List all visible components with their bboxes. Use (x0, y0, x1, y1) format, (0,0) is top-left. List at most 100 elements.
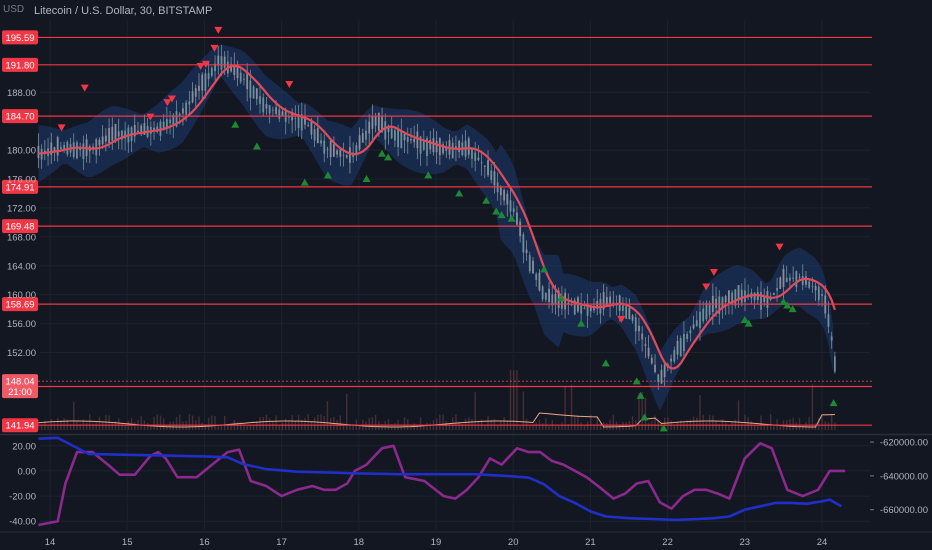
right-tick-label: -620000.00 (880, 438, 928, 449)
volume-bar (519, 425, 521, 430)
sell-marker (210, 44, 219, 52)
buy-marker (300, 178, 309, 186)
volume-bar (40, 424, 43, 430)
candle-body (249, 80, 252, 98)
volume-bar (484, 424, 486, 430)
candle-body (548, 288, 550, 302)
candle-body (233, 64, 236, 75)
volume-bar (474, 392, 476, 430)
volume-bar (89, 414, 91, 430)
volume-bar (358, 425, 361, 430)
volume-bar (223, 416, 226, 430)
chart-title: Litecoin / U.S. Dollar, 30, BITSTAMP (34, 5, 213, 17)
candle-body (361, 133, 364, 143)
volume-bar (654, 415, 656, 430)
level-tag (2, 297, 38, 312)
sell-marker (617, 315, 626, 323)
volume-bar (580, 422, 582, 430)
price-candles (37, 44, 836, 390)
candle-body (72, 142, 75, 157)
volume-bar (760, 415, 762, 430)
candle-body (56, 137, 59, 156)
candle-body (406, 137, 409, 142)
volume-bar (47, 425, 49, 430)
volume-bar (509, 370, 512, 430)
candle-body (451, 142, 454, 159)
candle-body (525, 249, 528, 254)
candle-body (92, 146, 94, 148)
volume-bar (442, 414, 444, 430)
price-tick-label: 160.00 (7, 290, 36, 301)
candle-body (821, 294, 823, 296)
volume-bar (458, 421, 460, 430)
sell-marker (201, 60, 210, 68)
buy-marker (424, 171, 433, 179)
volume-bar (134, 422, 136, 430)
volume-bar (574, 416, 576, 430)
sell-marker (146, 113, 155, 121)
candle-body (573, 300, 576, 315)
time-tick-label: 22 (662, 537, 673, 548)
last-price-label: 148.04 (5, 377, 34, 388)
volume-bar (101, 421, 104, 430)
candle-body (657, 374, 660, 382)
volume-bar (240, 422, 242, 430)
volume-bar (724, 421, 727, 430)
volume-bar (496, 424, 499, 430)
buy-marker (744, 319, 753, 327)
candle-body (390, 128, 393, 139)
level-label: 141.94 (5, 421, 34, 432)
volume-bar (249, 424, 252, 430)
volume-bar (468, 417, 470, 430)
volume-bar (545, 418, 547, 430)
candle-body (734, 289, 737, 306)
candle-body (814, 285, 817, 291)
candle-body (410, 139, 412, 141)
volume-bar (352, 423, 354, 430)
candle-body (622, 305, 624, 311)
candle-body (143, 123, 146, 135)
candle-body (830, 336, 833, 341)
volume-bar (198, 416, 200, 430)
candle-body (60, 146, 62, 150)
volume-bar (638, 392, 640, 430)
volume-bar (243, 424, 245, 430)
candle-body (201, 74, 204, 91)
candle-body (53, 147, 56, 151)
candle-body (204, 73, 207, 92)
buy-marker (507, 214, 516, 222)
volume-bar (297, 415, 300, 430)
candle-body (300, 114, 303, 131)
candle-body (419, 136, 422, 154)
sell-marker (163, 99, 172, 107)
candle-body (528, 255, 531, 272)
volume-bar (400, 425, 403, 430)
volume-bar (631, 416, 634, 430)
volume-bar (763, 425, 765, 430)
candle-body (214, 63, 216, 72)
buy-marker (640, 413, 649, 421)
level-tag (2, 109, 38, 124)
level-label: 158.69 (5, 300, 34, 311)
candle-body (609, 296, 611, 307)
volume-bar (191, 415, 194, 430)
candle-body (194, 88, 197, 97)
currency-label[interactable]: USD (3, 4, 25, 15)
candle-body (586, 304, 589, 316)
candle-body (583, 307, 586, 309)
candle-body (384, 121, 387, 140)
candle-body (654, 364, 656, 373)
buy-marker (252, 142, 261, 150)
volume-bar (207, 417, 210, 430)
candle-body (416, 131, 419, 149)
volume-bar (304, 417, 306, 430)
level-label: 195.59 (5, 33, 34, 44)
volume-bar (419, 417, 422, 430)
volume-bar (329, 418, 332, 430)
volume-bar (214, 416, 216, 430)
buy-marker (455, 189, 464, 197)
volume-bar (808, 416, 810, 430)
horizontal-levels: 195.59191.80184.70174.91169.48158.69147.… (2, 30, 872, 433)
volume-bar (570, 384, 573, 430)
